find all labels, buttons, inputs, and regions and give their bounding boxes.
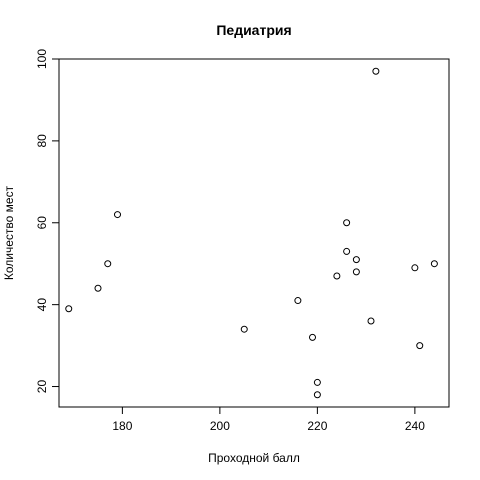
- x-axis: 180 200 220 240: [112, 407, 425, 433]
- plot-frame: [58, 58, 450, 408]
- data-point: [416, 342, 424, 350]
- x-tick-label: 240: [405, 419, 425, 433]
- data-point: [94, 284, 102, 292]
- y-axis: 20 40 60 80 100: [35, 49, 59, 394]
- data-point: [343, 219, 351, 227]
- x-tick-label: 180: [112, 419, 132, 433]
- chart-title: Педиатрия: [216, 22, 291, 38]
- data-point: [430, 260, 438, 268]
- x-tick-label: 200: [210, 419, 230, 433]
- y-axis-label: Количество мест: [2, 185, 16, 280]
- data-point: [367, 317, 375, 325]
- data-point: [333, 272, 341, 280]
- data-points: [65, 67, 438, 399]
- data-point: [65, 305, 73, 313]
- data-point: [352, 268, 360, 276]
- y-tick-label: 20: [35, 380, 49, 394]
- data-point: [114, 211, 121, 219]
- data-point: [352, 256, 360, 264]
- y-tick-label: 100: [35, 49, 49, 69]
- x-axis-label: Проходной балл: [208, 451, 300, 465]
- data-point: [309, 333, 316, 341]
- y-tick-label: 80: [35, 134, 49, 148]
- data-point: [372, 67, 380, 75]
- x-tick-label: 220: [307, 419, 327, 433]
- y-tick-label: 40: [35, 298, 49, 312]
- data-point: [343, 247, 351, 255]
- data-point: [294, 297, 302, 305]
- data-point: [240, 325, 248, 333]
- y-tick-label: 60: [35, 216, 49, 230]
- data-point: [411, 264, 419, 272]
- data-point: [313, 378, 321, 386]
- data-point: [313, 391, 321, 399]
- data-point: [104, 260, 112, 268]
